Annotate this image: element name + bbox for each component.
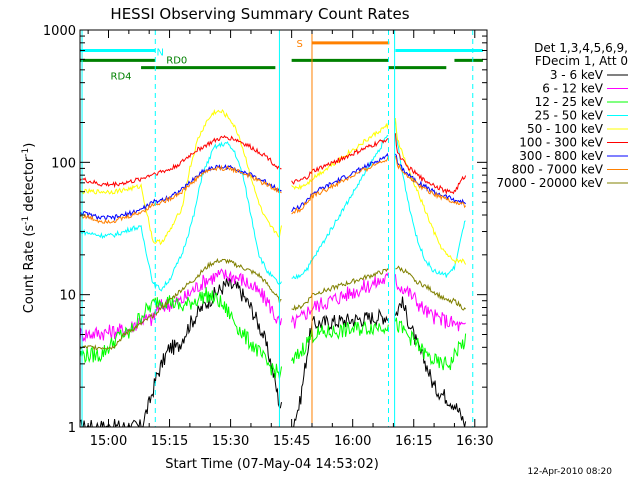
legend-label-6: 100 - 300 keV [519, 136, 603, 150]
legend: Det 1,3,4,5,6,9, FDecim 1, Att 0 3 - 6 k… [496, 41, 628, 190]
x-tick-label-7: 16:30 [456, 434, 493, 449]
y-axis-label-mid: detector [22, 156, 37, 216]
x-tick-label-2: 15:15 [151, 434, 188, 449]
series-line-1 [80, 277, 467, 427]
chart-title: HESSI Observing Summary Count Rates [110, 5, 409, 23]
legend-label-9: 7000 - 20000 keV [496, 176, 603, 190]
series-line-8 [80, 155, 467, 224]
y-tick-label-2: 10 [59, 289, 76, 304]
series-line-2 [80, 268, 466, 343]
legend-header-line-2: FDecim 1, Att 0 [535, 54, 628, 68]
x-tick-label-6: 16:15 [395, 434, 432, 449]
y-tick-label-4: 1000 [43, 24, 76, 39]
series-line-3 [80, 287, 467, 379]
legend-label-2: 6 - 12 keV [542, 82, 604, 96]
state-label-s: S [297, 39, 303, 50]
legend-label-7: 300 - 800 keV [519, 149, 603, 163]
x-tick-label-1: 15:00 [90, 434, 127, 449]
series-line-5 [80, 108, 467, 265]
series-line-9 [80, 257, 466, 351]
y-axis-label-end: ) [22, 143, 37, 148]
legend-label-8: 800 - 7000 keV [512, 163, 604, 177]
y-axis-label-main: Count Rate (s [22, 225, 37, 314]
series-line-6 [80, 133, 467, 195]
y-tick-label-3: 100 [51, 156, 76, 171]
y-axis-label: Count Rate (s-1 detector-1) [21, 143, 37, 314]
x-tick-label-5: 16:00 [334, 434, 371, 449]
series-line-4 [80, 121, 466, 292]
state-label-rd0: RD0 [166, 55, 187, 66]
state-label-rd4: RD4 [111, 72, 132, 83]
footer-date: 12-Apr-2010 08:20 [528, 467, 613, 477]
series-group [80, 41, 483, 427]
legend-label-4: 25 - 50 keV [535, 109, 604, 123]
y-axis-label-sup-2: -1 [21, 148, 31, 157]
axis-ticks: 15:00 15:15 15:30 15:45 16:00 16:15 16:30 1 10 10… [43, 24, 494, 449]
legend-label-5: 50 - 100 keV [527, 122, 604, 136]
legend-header-line-1: Det 1,3,4,5,6,9, [534, 41, 628, 55]
state-label-n: N [157, 47, 164, 58]
y-axis-label-sup-1: -1 [21, 216, 31, 225]
legend-label-1: 3 - 6 keV [550, 68, 604, 82]
x-axis-label: Start Time (07-May-04 14:53:02) [165, 457, 379, 472]
x-tick-label-4: 15:45 [273, 434, 310, 449]
legend-label-3: 12 - 25 keV [535, 95, 604, 109]
x-tick-label-3: 15:30 [212, 434, 249, 449]
y-tick-label-1: 1 [68, 421, 76, 436]
plot-frame [79, 29, 488, 428]
